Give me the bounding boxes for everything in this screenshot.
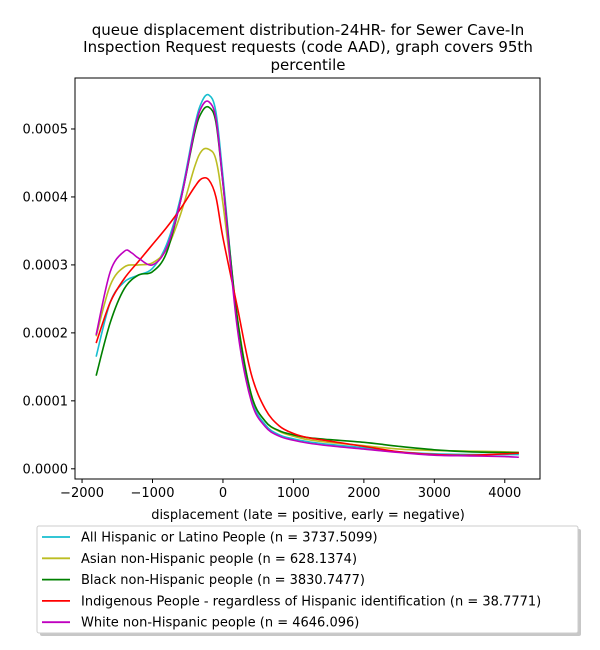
y-tick-label: 0.0004 [23, 190, 69, 205]
legend-label: White non-Hispanic people (n = 4646.096) [81, 616, 359, 631]
series-line-1 [95, 147, 519, 454]
x-tick-label: 0 [219, 486, 227, 501]
series-line-4 [95, 100, 519, 459]
y-tick-label: 0.0002 [23, 326, 69, 341]
axes: −2000 −1000 0 1000 2000 3000 4000 0.0000 0.0001 0… [23, 122, 522, 501]
chart-title-line: queue displacement distribution-24HR- fo… [92, 21, 525, 39]
x-tick-label: 3000 [418, 486, 451, 501]
legend-label: Asian non-Hispanic people (n = 628.1374) [81, 552, 357, 567]
y-tick-label: 0.0003 [23, 258, 69, 273]
legend-label: All Hispanic or Latino People (n = 3737.… [81, 531, 378, 546]
chart-title: queue displacement distribution-24HR- fo… [83, 21, 533, 74]
plot-frame [74, 77, 541, 480]
legend-label: Black non-Hispanic people (n = 3830.7477… [81, 573, 365, 588]
chart-title-line: percentile [270, 56, 345, 74]
series-line-2 [95, 105, 519, 454]
legend-items: All Hispanic or Latino People (n = 3737.… [42, 531, 541, 631]
y-tick-label: 0.0001 [23, 394, 69, 409]
series-line-3 [95, 176, 519, 457]
series-line-0 [95, 93, 519, 456]
y-tick-label: 0.0000 [23, 462, 69, 477]
legend: All Hispanic or Latino People (n = 3737.… [36, 525, 581, 636]
x-tick-label: 1000 [277, 486, 310, 501]
x-tick-label: −1000 [131, 486, 175, 501]
plot-lines [95, 93, 519, 459]
x-tick-label: 4000 [488, 486, 521, 501]
y-tick-label: 0.0005 [23, 122, 69, 137]
legend-label: Indigenous People - regardless of Hispan… [81, 594, 541, 609]
legend-box [36, 525, 579, 634]
chart-title-line: Inspection Request requests (code AAD), … [83, 38, 533, 56]
x-axis-label: displacement (late = positive, early = n… [151, 508, 465, 523]
x-tick-label: −2000 [60, 486, 104, 501]
x-tick-label: 2000 [347, 486, 380, 501]
